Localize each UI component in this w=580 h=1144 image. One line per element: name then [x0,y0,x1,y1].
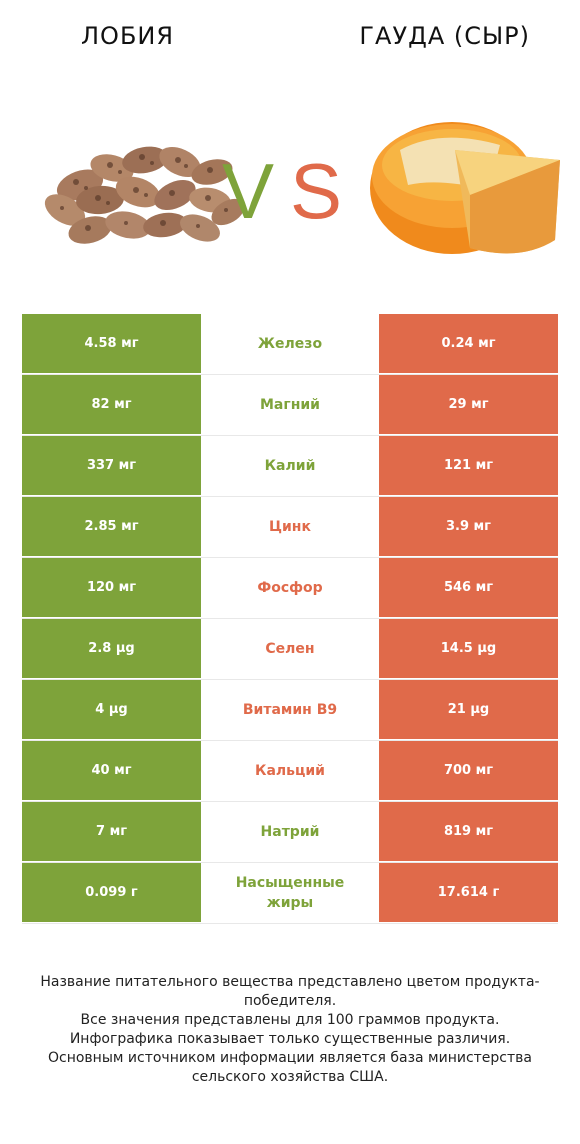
comparison-table: 4.58 мг Железо 0.24 мг 82 мг Магний 29 мг 337 … [22,314,558,924]
footer-line: Инфографика показывает только существенн… [69,1031,511,1047]
gouda-cheese-image [370,122,560,254]
table-row: 2.85 мг Цинк 3.9 мг [22,497,558,558]
nutrient-label: Фосфор [257,579,323,596]
table-row: 120 мг Фосфор 546 мг [22,558,558,619]
right-value: 3.9 мг [379,497,558,556]
vs-s-letter: S [290,147,342,235]
footer-line: Название питательного вещества представл… [40,974,540,1009]
nutrient-label: Витамин B9 [242,701,338,718]
right-value: 14.5 µg [379,619,558,678]
left-value: 4 µg [22,680,201,739]
left-value: 7 мг [22,802,201,861]
left-value: 337 мг [22,436,201,495]
footer-notes: Название питательного вещества представл… [20,973,560,1087]
table-row: 337 мг Калий 121 мг [22,436,558,497]
right-value: 21 µg [379,680,558,739]
left-product-title: ЛОБИЯ [81,22,175,50]
nutrient-label: Железо [257,335,323,352]
nutrient-label: Насыщенные жиры [235,874,345,911]
nutrient-label: Магний [260,396,320,413]
nutrient-label: Селен [265,640,315,657]
left-value: 40 мг [22,741,201,800]
left-value: 0.099 г [22,863,201,922]
right-value: 17.614 г [379,863,558,922]
table-row: 4.58 мг Железо 0.24 мг [22,314,558,375]
table-row: 4 µg Витамин B9 21 µg [22,680,558,741]
left-value: 82 мг [22,375,201,434]
nutrient-label: Калий [264,457,316,474]
nutrient-label: Цинк [269,518,311,535]
left-value: 4.58 мг [22,314,201,373]
right-value: 29 мг [379,375,558,434]
right-value: 546 мг [379,558,558,617]
beans-image [44,146,245,244]
nutrient-label: Кальций [255,762,325,779]
left-value: 2.8 µg [22,619,201,678]
footer-line: Все значения представлены для 100 граммо… [80,1012,500,1028]
left-value: 120 мг [22,558,201,617]
right-value: 819 мг [379,802,558,861]
nutrient-label: Натрий [260,823,320,840]
table-row: 0.099 г Насыщенные жиры 17.614 г [22,863,558,924]
table-row: 7 мг Натрий 819 мг [22,802,558,863]
right-value: 121 мг [379,436,558,495]
right-product-title: ГАУДА (СЫР) [359,22,530,50]
vs-v-letter: V [222,147,274,235]
table-row: 40 мг Кальций 700 мг [22,741,558,802]
footer-line: Основным источником информации является … [48,1050,532,1085]
table-row: 82 мг Магний 29 мг [22,375,558,436]
right-value: 0.24 мг [379,314,558,373]
table-row: 2.8 µg Селен 14.5 µg [22,619,558,680]
left-value: 2.85 мг [22,497,201,556]
right-value: 700 мг [379,741,558,800]
hero-illustration: V S [44,122,560,254]
